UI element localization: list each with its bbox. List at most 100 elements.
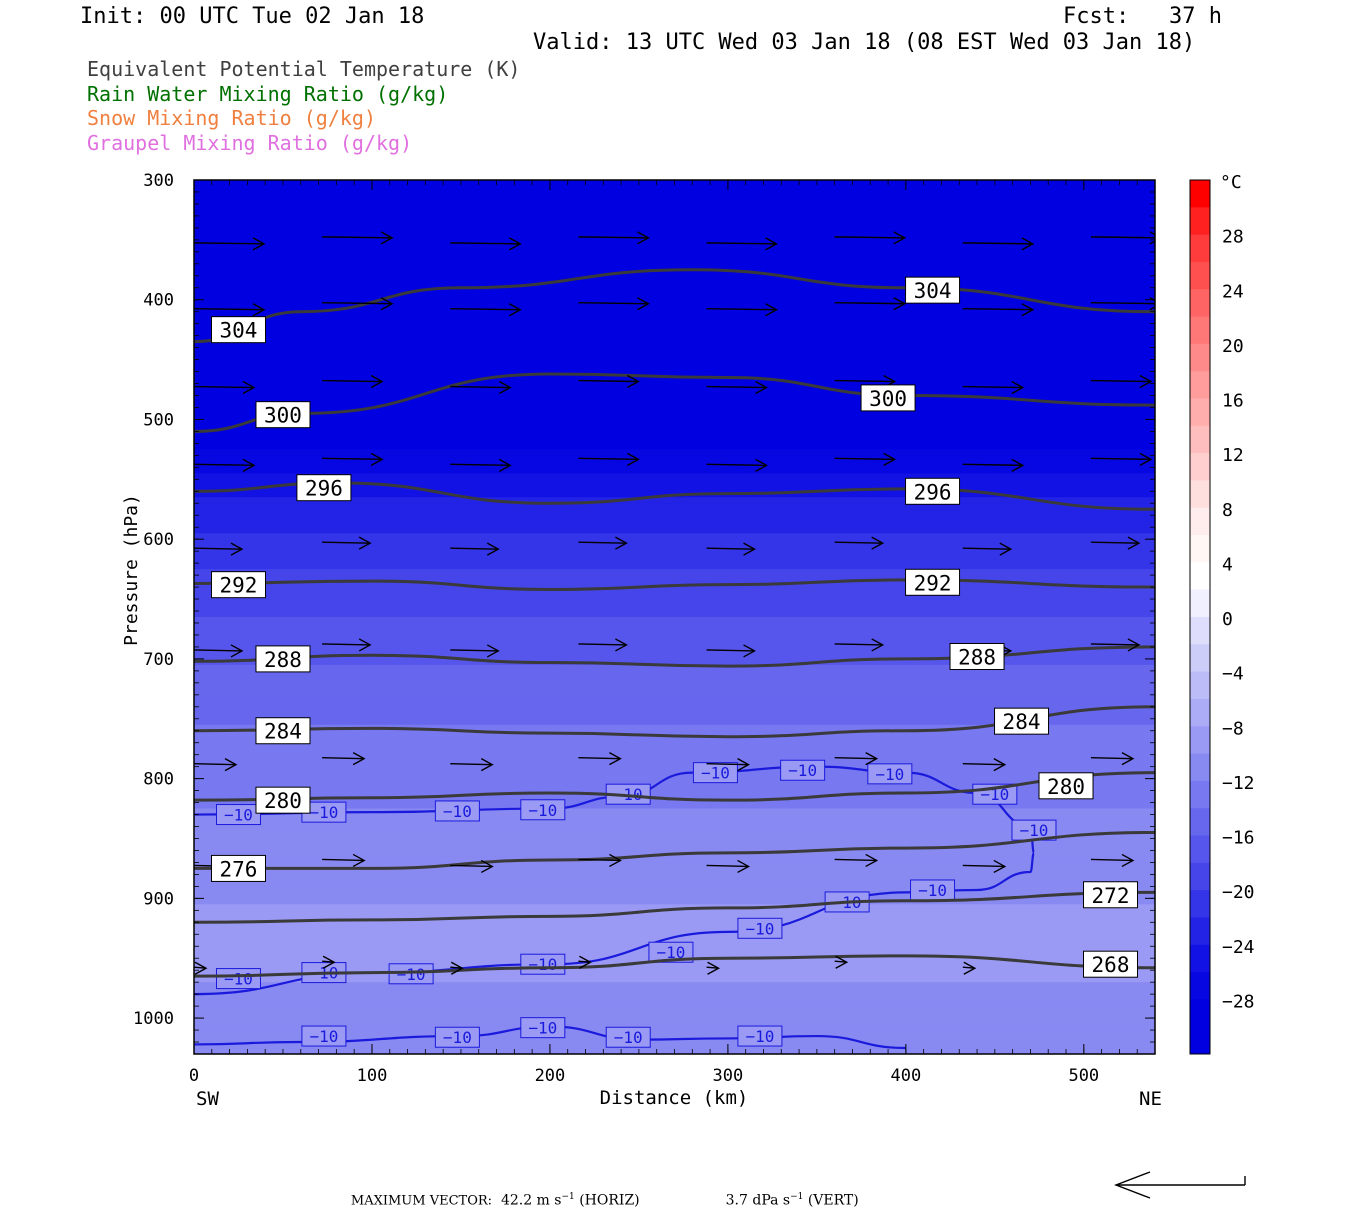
colorbar-swatch [1190, 862, 1210, 891]
wind-vector-head [615, 638, 628, 652]
wind-vector-head [358, 638, 372, 652]
temperature-band [194, 497, 1155, 504]
temperature-band [194, 569, 1155, 576]
temperature-band [194, 401, 1155, 409]
wind-vector-head [883, 452, 897, 466]
wind-vector-head [893, 297, 907, 311]
temperature-band [194, 814, 1155, 822]
colorbar-swatch [1190, 808, 1210, 836]
temperature-band [194, 766, 1155, 774]
colorbar-swatch [1190, 644, 1210, 673]
wind-vector [194, 242, 265, 245]
wind-vector [706, 385, 767, 389]
colorbar-frame [1189, 179, 1211, 1055]
temperature-band [194, 1012, 1155, 1019]
theta-e-contour-292 [194, 578, 1155, 591]
isotherm-label-box [434, 1026, 480, 1048]
wind-vector [194, 762, 237, 766]
wind-vector-head [480, 758, 494, 772]
temperature-band [194, 353, 1155, 361]
y-tick-label: 400 [143, 291, 174, 311]
temperature-band [194, 1000, 1155, 1007]
wind-vector [322, 960, 335, 963]
wind-vector-head [999, 542, 1013, 556]
temperature-band [194, 419, 1155, 427]
isotherm-label: −10 [701, 764, 730, 783]
isotherm-label-box [648, 941, 694, 963]
temperature-band [194, 521, 1155, 528]
wind-vector-head [963, 961, 977, 975]
temperature-band [194, 455, 1155, 462]
y-tick-label: 500 [143, 410, 174, 430]
temperature-band [194, 467, 1155, 474]
temperature-band [194, 706, 1155, 714]
y-tick-label: 300 [143, 171, 174, 191]
wind-vector [322, 379, 383, 383]
theta-e-label-box [210, 316, 266, 344]
wind-vector-head [1127, 638, 1141, 652]
wind-vector [194, 547, 243, 550]
wind-vector-head [579, 955, 592, 969]
wind-vector-head [486, 644, 500, 658]
colorbar-swatch [1190, 972, 1210, 1000]
temperature-band [194, 437, 1155, 444]
temperature-band [194, 970, 1155, 977]
temperature-band [194, 257, 1155, 265]
wind-vector [450, 762, 493, 766]
wind-vector-head [1127, 536, 1141, 550]
temperature-band [194, 742, 1155, 750]
wind-vector [1090, 858, 1133, 862]
wind-vector [450, 966, 463, 969]
colorbar-swatch [1190, 562, 1210, 591]
theta-e-label: 284 [264, 720, 302, 744]
colorbar-swatch [1190, 425, 1210, 454]
theta-e-label: 276 [220, 857, 258, 881]
wind-vector [578, 302, 649, 305]
temperature-band [194, 682, 1155, 690]
legend-graupel: Graupel Mixing Ratio (g/kg) [87, 131, 413, 155]
wind-vector-head [871, 638, 885, 652]
wind-vector [322, 302, 393, 305]
temperature-band [194, 844, 1155, 852]
temperature-band [194, 299, 1155, 307]
temperature-band [194, 688, 1155, 696]
isotherm-label: −10 [528, 801, 557, 820]
wind-vector [450, 308, 521, 311]
colorbar-swatch [1190, 780, 1210, 809]
wind-vector-head [865, 853, 879, 868]
wind-vector-head [224, 758, 238, 772]
temperature-band [194, 335, 1155, 343]
wind-vector-head [835, 955, 849, 969]
temperature-band [194, 605, 1155, 612]
temperature-band [194, 808, 1155, 816]
wind-vector-head [230, 644, 244, 658]
wind-vector [834, 643, 883, 646]
legend-snow: Snow Mixing Ratio (g/kg) [87, 106, 376, 130]
wind-vector [578, 756, 621, 760]
temperature-band [194, 317, 1155, 325]
theta-e-label: 304 [220, 319, 258, 343]
wind-vector-head [480, 859, 494, 874]
temperature-band [194, 1042, 1155, 1049]
theta-e-label-box [949, 643, 1005, 671]
temperature-band [194, 694, 1155, 702]
endpoint-left: SW [196, 1088, 219, 1110]
wind-vector-head [1121, 752, 1135, 766]
temperature-band [194, 718, 1155, 726]
temperature-band [194, 251, 1155, 259]
isotherm-label-box [692, 762, 738, 784]
temperature-band [194, 293, 1155, 301]
theta-e-label-box [210, 854, 266, 882]
wind-vector-head [380, 231, 394, 245]
temperature-band [194, 377, 1155, 385]
isotherm-label: −10 [397, 965, 426, 984]
theta-e-label-box [1038, 772, 1094, 800]
wind-vector-head [755, 380, 768, 395]
x-tick-label: 100 [357, 1066, 388, 1086]
theta-e-contour-268 [194, 954, 1155, 978]
temperature-band [194, 670, 1155, 678]
theta-e-label-box [255, 717, 311, 745]
wind-vector [706, 308, 777, 311]
temperature-band [194, 203, 1155, 211]
